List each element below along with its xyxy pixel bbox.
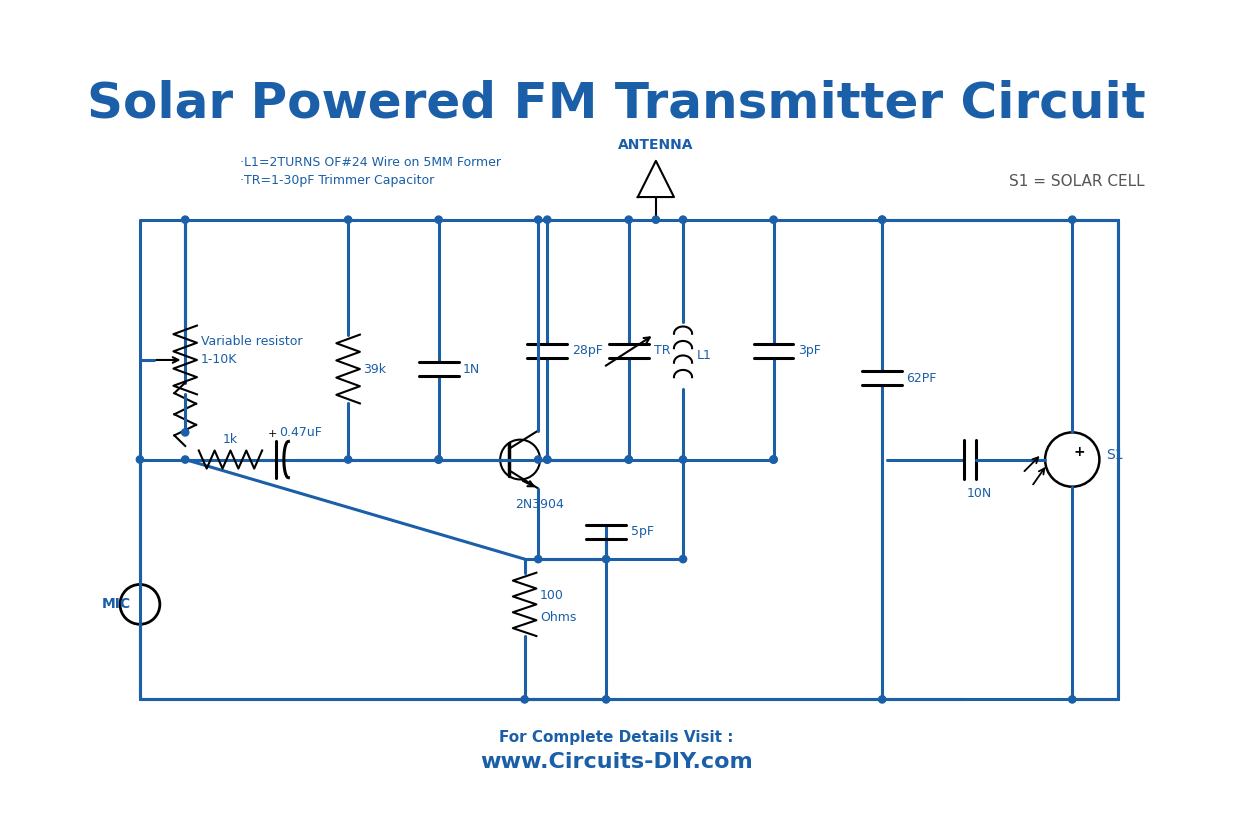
Text: +: + — [268, 429, 276, 439]
Circle shape — [344, 456, 351, 463]
Circle shape — [435, 456, 443, 463]
Text: 2N3904: 2N3904 — [515, 498, 565, 510]
Text: 1k: 1k — [223, 433, 238, 446]
Circle shape — [344, 216, 351, 224]
Circle shape — [181, 456, 189, 463]
Circle shape — [535, 555, 541, 563]
Circle shape — [1069, 216, 1076, 224]
Circle shape — [137, 456, 143, 463]
Text: 28pF: 28pF — [572, 344, 603, 358]
Circle shape — [181, 216, 189, 224]
Circle shape — [879, 216, 885, 224]
Text: ·L1=2TURNS OF#24 Wire on 5MM Former: ·L1=2TURNS OF#24 Wire on 5MM Former — [239, 156, 501, 169]
Circle shape — [535, 216, 541, 224]
Text: www.Circuits-DIY.com: www.Circuits-DIY.com — [480, 751, 753, 771]
Text: S1: S1 — [1106, 448, 1123, 462]
Text: L1: L1 — [697, 349, 711, 362]
Circle shape — [625, 456, 633, 463]
Text: 0.47uF: 0.47uF — [280, 425, 322, 439]
Circle shape — [769, 216, 777, 224]
Text: 39k: 39k — [364, 363, 386, 375]
Text: Solar Powered FM Transmitter Circuit: Solar Powered FM Transmitter Circuit — [88, 79, 1145, 128]
Circle shape — [181, 429, 189, 436]
Text: ANTENNA: ANTENNA — [618, 138, 694, 152]
Text: MIC: MIC — [102, 597, 131, 611]
Circle shape — [544, 456, 551, 463]
Circle shape — [544, 216, 551, 224]
Circle shape — [1069, 696, 1076, 703]
Circle shape — [769, 456, 777, 463]
Circle shape — [435, 456, 443, 463]
Circle shape — [879, 216, 885, 224]
Text: +: + — [1074, 445, 1085, 460]
Text: 1-10K: 1-10K — [201, 354, 237, 366]
Text: 1N: 1N — [464, 363, 481, 375]
Circle shape — [652, 216, 660, 224]
Text: TR: TR — [653, 344, 671, 358]
Text: 5pF: 5pF — [630, 525, 653, 539]
Circle shape — [679, 555, 687, 563]
Text: 10N: 10N — [967, 487, 991, 500]
Text: Variable resistor: Variable resistor — [201, 335, 302, 349]
Text: 3pF: 3pF — [798, 344, 821, 358]
Circle shape — [535, 456, 541, 463]
Circle shape — [769, 456, 777, 463]
Circle shape — [435, 216, 443, 224]
Text: Ohms: Ohms — [540, 611, 576, 625]
Circle shape — [603, 696, 609, 703]
Text: 100: 100 — [540, 589, 563, 602]
Circle shape — [544, 456, 551, 463]
Circle shape — [522, 696, 528, 703]
Text: S1 = SOLAR CELL: S1 = SOLAR CELL — [1009, 174, 1144, 189]
Text: 62PF: 62PF — [906, 372, 937, 384]
Circle shape — [625, 456, 633, 463]
Text: ·TR=1-30pF Trimmer Capacitor: ·TR=1-30pF Trimmer Capacitor — [239, 174, 434, 188]
Circle shape — [679, 456, 687, 463]
Text: For Complete Details Visit :: For Complete Details Visit : — [499, 730, 734, 745]
Circle shape — [625, 216, 633, 224]
Circle shape — [879, 696, 885, 703]
Circle shape — [679, 216, 687, 224]
Circle shape — [603, 555, 609, 563]
